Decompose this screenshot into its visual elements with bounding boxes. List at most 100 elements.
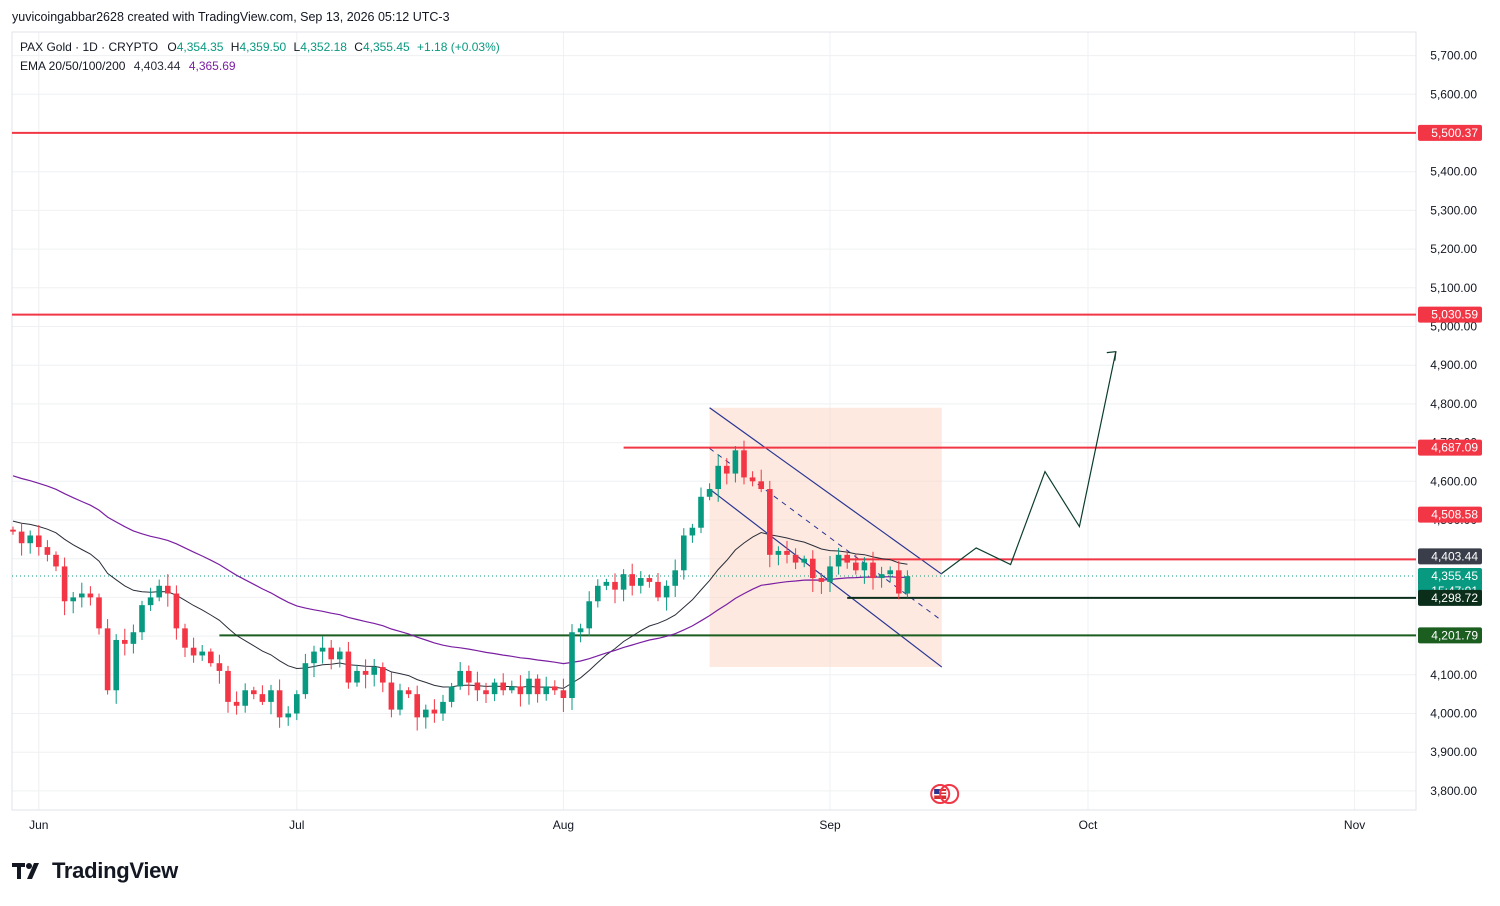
x-tick-label: Jul xyxy=(289,818,304,832)
candle xyxy=(792,548,799,570)
candle-body xyxy=(801,558,807,563)
candle-body xyxy=(10,529,16,532)
candle-body xyxy=(870,562,876,579)
candle xyxy=(405,687,412,699)
candle-body xyxy=(767,489,773,555)
candle xyxy=(638,571,644,594)
candle xyxy=(543,676,549,701)
candle-body xyxy=(199,651,205,656)
chart-legend: PAX Gold · 1D · CRYPTO O4,354.35 H4,359.… xyxy=(20,40,500,54)
candle xyxy=(113,634,119,704)
price-badge-bg xyxy=(1418,506,1482,523)
candle xyxy=(414,685,420,731)
candle xyxy=(165,574,171,607)
channel-upper-line xyxy=(709,407,943,575)
symbol-label[interactable]: PAX Gold · 1D · CRYPTO xyxy=(20,40,159,54)
candle xyxy=(311,645,317,678)
price-badge-label: 4,298.72 xyxy=(1431,591,1478,605)
price-badge-label: 5,500.37 xyxy=(1431,126,1478,140)
attribution-text: yuvicoingabbar2628 created with TradingV… xyxy=(12,10,450,24)
candle xyxy=(242,683,248,713)
candle-body xyxy=(586,601,592,629)
candle xyxy=(767,480,773,568)
candle-body xyxy=(466,670,472,683)
candle-body xyxy=(319,647,326,652)
candle-body xyxy=(500,682,506,691)
candle xyxy=(741,440,747,485)
candle xyxy=(104,619,111,695)
y-tick-label: 3,900.00 xyxy=(1430,745,1477,759)
candle-body xyxy=(337,651,343,660)
price-badge-label: 4,508.58 xyxy=(1431,508,1478,522)
candle xyxy=(371,658,377,687)
candle-body xyxy=(302,663,309,695)
candle-body xyxy=(896,570,902,594)
y-tick-label: 5,300.00 xyxy=(1430,203,1477,217)
candle-body xyxy=(534,678,541,695)
candle-body xyxy=(18,531,25,544)
candle-body xyxy=(474,682,481,691)
x-axis: Jun Jul Aug Sep Oct Nov xyxy=(29,818,1365,832)
candle-body xyxy=(104,628,111,691)
price-badge-resistance: 4,687.09 xyxy=(1418,439,1482,456)
candle xyxy=(10,526,16,535)
candle-body xyxy=(122,639,128,644)
price-chart[interactable]: 3,800.003,900.004,000.004,100.004,200.00… xyxy=(0,0,1500,850)
candle xyxy=(500,673,506,696)
candle-body xyxy=(818,578,825,582)
ema-legend: EMA 20/50/100/200 4,403.44 4,365.69 xyxy=(20,59,236,73)
y-tick-label: 4,800.00 xyxy=(1430,397,1477,411)
candle xyxy=(199,645,205,661)
y-tick-label: 5,000.00 xyxy=(1430,320,1477,334)
candle xyxy=(233,691,240,715)
price-badge-bg xyxy=(1418,627,1482,644)
projection-arrow xyxy=(1106,350,1117,361)
candle-body xyxy=(79,593,85,598)
candle xyxy=(147,587,154,611)
high-value: 4,359.50 xyxy=(239,40,287,54)
candle xyxy=(225,665,231,713)
price-badge-support: 4,201.79 xyxy=(1418,627,1482,644)
price-badges: 5,500.37 5,030.59 4,687.09 4,508.58 4,403.44… xyxy=(1418,124,1482,644)
tradingview-logo-icon xyxy=(12,863,39,879)
descending-channel xyxy=(709,407,943,668)
candle-body xyxy=(835,554,842,567)
candle-body xyxy=(328,647,334,660)
candle-body xyxy=(724,465,730,474)
close-value: 4,355.45 xyxy=(362,40,410,54)
tradingview-logo[interactable]: TradingView xyxy=(12,858,178,884)
x-tick-label: Jun xyxy=(29,818,48,832)
candle-body xyxy=(182,628,188,648)
price-badge-resistance: 5,500.37 xyxy=(1418,124,1482,141)
candle xyxy=(431,699,438,723)
candle xyxy=(27,530,33,554)
y-tick-label: 5,700.00 xyxy=(1430,49,1477,63)
candle-body xyxy=(147,597,154,606)
price-badge-label: 4,201.79 xyxy=(1431,628,1478,642)
y-tick-label: 4,100.00 xyxy=(1430,668,1477,682)
candle-body xyxy=(259,694,266,702)
candle-body xyxy=(61,566,68,602)
candle xyxy=(835,547,842,575)
y-tick-label: 3,800.00 xyxy=(1430,784,1477,798)
candle-body xyxy=(784,550,790,555)
candle-body xyxy=(775,550,782,555)
us-events-flag-icon xyxy=(930,784,960,804)
candle xyxy=(268,684,274,715)
candle-body xyxy=(663,585,670,598)
candle xyxy=(724,458,730,485)
candle-body xyxy=(732,450,739,474)
candle xyxy=(423,704,429,729)
ema-label[interactable]: EMA 20/50/100/200 xyxy=(20,59,126,73)
candle xyxy=(216,654,223,684)
candle xyxy=(526,670,532,705)
candle xyxy=(620,569,627,602)
candle-body xyxy=(285,713,291,718)
candle xyxy=(603,578,610,591)
candle xyxy=(208,648,214,667)
candle-body xyxy=(827,566,833,582)
candle xyxy=(182,623,188,657)
candle-body xyxy=(698,496,704,528)
candle-body xyxy=(491,682,498,695)
candle xyxy=(302,653,309,699)
